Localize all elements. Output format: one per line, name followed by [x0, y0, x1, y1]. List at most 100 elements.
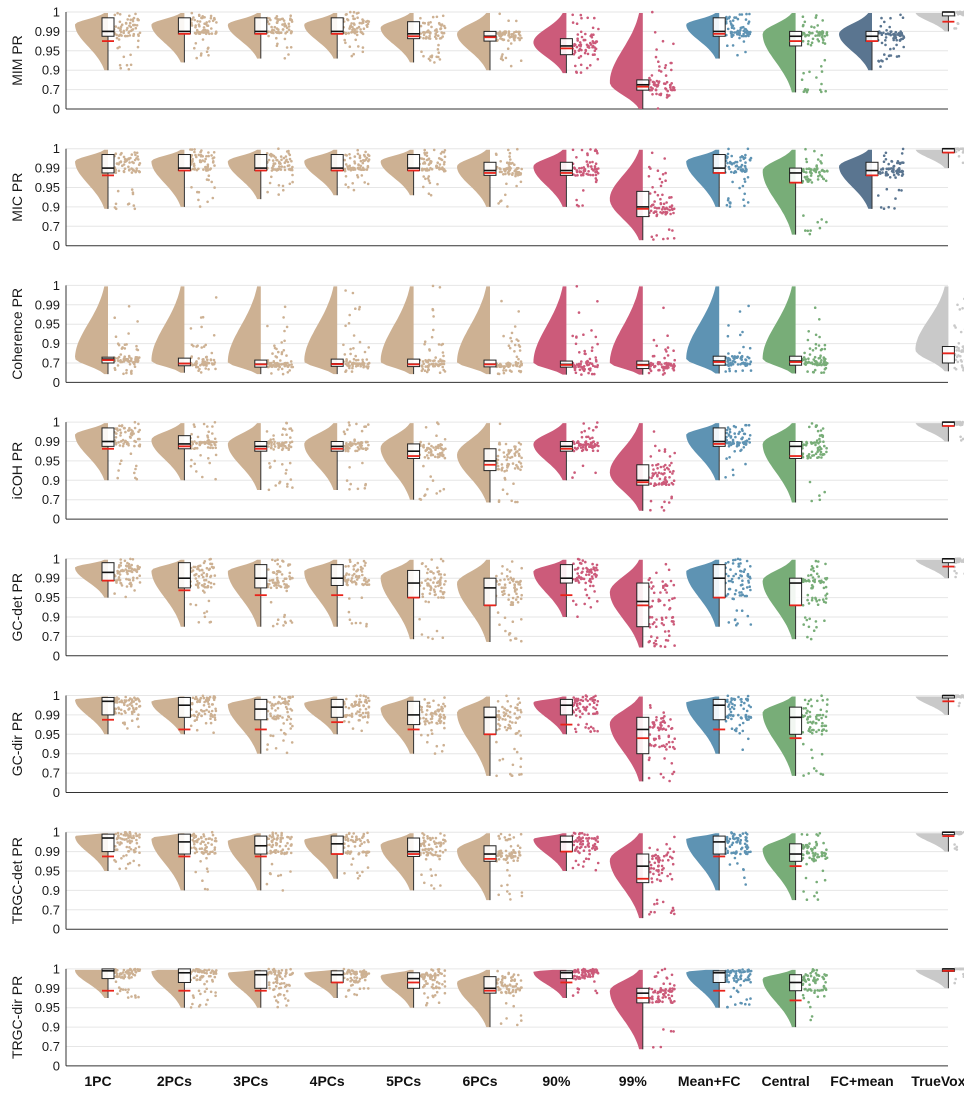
data-point: [120, 712, 123, 716]
data-point: [347, 421, 351, 424]
data-point: [520, 593, 523, 597]
data-point: [278, 18, 282, 21]
iqr-box: [712, 564, 726, 599]
data-point: [364, 158, 368, 161]
data-point: [577, 723, 580, 727]
data-point: [273, 440, 276, 444]
data-point: [192, 16, 195, 19]
data-point: [506, 47, 510, 50]
data-point: [663, 207, 667, 211]
data-point: [593, 442, 597, 446]
data-point: [279, 702, 283, 705]
data-point: [193, 447, 196, 451]
category-1: [151, 286, 218, 374]
data-point: [667, 483, 671, 487]
data-point: [281, 23, 284, 26]
data-point: [519, 468, 522, 472]
data-point: [649, 508, 652, 512]
data-point: [201, 315, 205, 319]
data-point: [427, 442, 431, 446]
data-point: [807, 357, 810, 361]
data-point: [199, 371, 203, 374]
data-point: [728, 456, 731, 459]
data-point: [662, 369, 665, 372]
data-point: [510, 560, 514, 563]
data-point: [668, 464, 671, 467]
data-point: [664, 87, 667, 90]
data-point: [815, 76, 818, 79]
data-point: [361, 32, 365, 36]
data-point: [577, 581, 581, 584]
data-point: [879, 206, 883, 209]
data-point: [209, 14, 213, 18]
data-point: [277, 31, 281, 35]
data-point: [359, 159, 363, 163]
data-point: [113, 368, 117, 372]
data-point: [594, 170, 597, 174]
data-point: [821, 41, 825, 44]
data-point: [356, 487, 360, 491]
data-point: [818, 335, 821, 339]
data-point: [582, 189, 585, 192]
data-point: [422, 175, 426, 178]
data-point: [575, 156, 578, 159]
data-point: [271, 352, 274, 355]
data-point: [502, 369, 505, 372]
data-point: [496, 464, 500, 468]
scatter-points: [189, 557, 217, 624]
data-point: [355, 570, 358, 573]
data-point: [429, 712, 433, 716]
data-point: [803, 176, 807, 179]
data-point: [440, 31, 444, 34]
data-point: [279, 363, 283, 366]
data-point: [117, 156, 121, 160]
data-point: [591, 160, 594, 164]
data-point: [353, 23, 356, 26]
data-point: [201, 569, 204, 572]
data-point: [654, 55, 658, 59]
data-point: [346, 428, 349, 431]
data-point: [879, 172, 882, 175]
data-point: [573, 368, 577, 372]
data-point: [423, 340, 427, 344]
data-point: [214, 367, 217, 371]
data-point: [284, 428, 287, 431]
data-point: [816, 220, 819, 224]
data-point: [662, 237, 665, 241]
data-point: [123, 347, 127, 350]
data-point: [955, 349, 958, 352]
data-point: [572, 166, 576, 169]
data-point: [655, 618, 658, 621]
data-point: [356, 364, 360, 367]
category-11: [915, 557, 964, 579]
data-point: [519, 708, 522, 712]
data-point: [343, 720, 346, 723]
data-point: [128, 703, 132, 706]
data-point: [663, 157, 666, 160]
data-point: [665, 80, 669, 84]
data-point: [653, 190, 657, 194]
data-point: [118, 428, 122, 432]
data-point: [354, 621, 358, 625]
data-point: [497, 715, 501, 719]
data-point: [115, 36, 119, 40]
scatter-points: [189, 148, 216, 208]
scatter-points: [189, 11, 218, 60]
data-point: [517, 582, 520, 586]
iqr-box: [865, 161, 879, 176]
data-point: [655, 344, 658, 348]
category-6: [533, 421, 600, 481]
data-point: [519, 579, 522, 583]
data-point: [652, 238, 655, 241]
data-point: [136, 155, 139, 158]
data-point: [748, 346, 752, 350]
data-point: [581, 172, 585, 176]
data-point: [810, 168, 813, 171]
distribution-cloud: [533, 13, 567, 74]
data-point: [668, 196, 672, 199]
data-point: [199, 454, 202, 457]
data-point: [501, 717, 505, 721]
data-point: [881, 59, 884, 63]
data-point: [740, 358, 743, 362]
data-point: [735, 444, 739, 448]
